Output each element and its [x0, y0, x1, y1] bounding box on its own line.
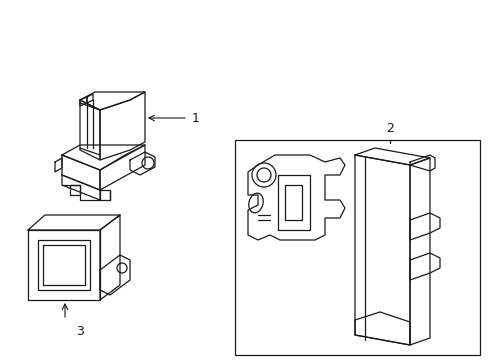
Text: 3: 3: [76, 325, 84, 338]
Text: 2: 2: [385, 122, 393, 135]
Text: 1: 1: [192, 112, 200, 125]
Bar: [235, 140, 479, 355]
